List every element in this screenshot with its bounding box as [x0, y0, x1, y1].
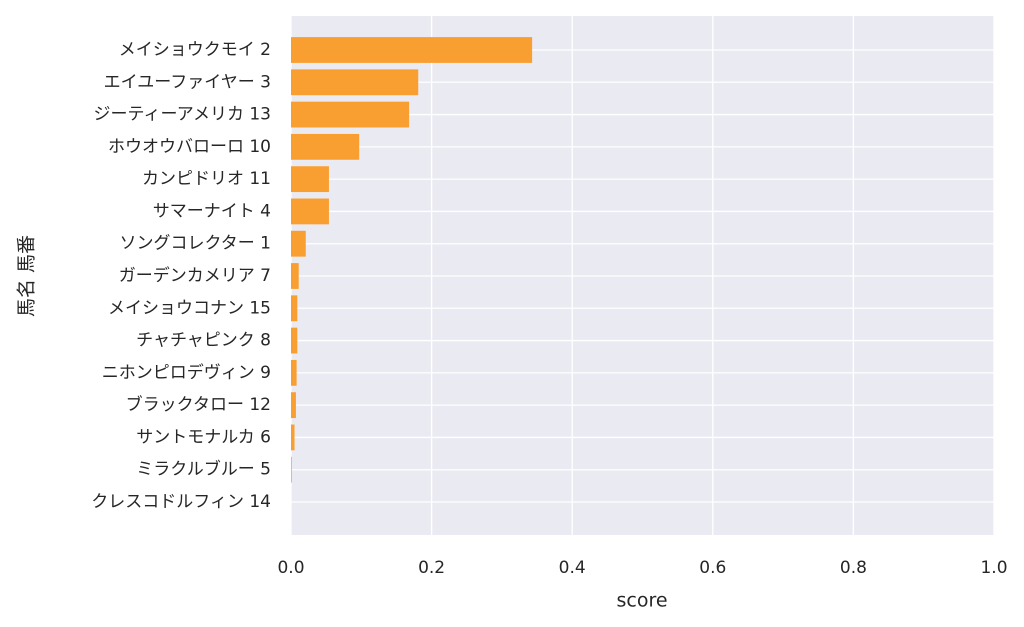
- bar: [291, 198, 329, 225]
- y-tick-label: ブラックタロー 12: [126, 394, 271, 415]
- y-tick-label: メイショウコナン 15: [108, 298, 271, 318]
- y-tick-label: サントモナルカ 6: [136, 427, 271, 447]
- y-tick-label: ソングコレクター 1: [119, 234, 271, 254]
- y-tick-label: ミラクルブルー 5: [136, 459, 271, 480]
- y-axis-label: 馬名 馬番: [16, 235, 38, 317]
- bar: [291, 295, 298, 322]
- y-tick-label: チャチャピンク 8: [136, 331, 271, 351]
- bar: [291, 37, 533, 63]
- bar: [291, 69, 419, 96]
- y-tick-label: エイユーファイヤー 3: [104, 72, 271, 92]
- y-tick-label: ホウオウバローロ 10: [108, 137, 271, 157]
- bar: [291, 327, 298, 354]
- bar: [291, 392, 296, 419]
- x-tick-label: 0.8: [840, 558, 867, 578]
- bar: [291, 166, 329, 193]
- x-tick-label: 1.0: [980, 558, 1007, 578]
- x-tick-label: 0.6: [699, 558, 726, 578]
- x-axis-label: score: [616, 590, 667, 612]
- y-tick-label: ジーティーアメリカ 13: [94, 105, 272, 125]
- bar: [291, 101, 410, 128]
- y-tick-label: メイショウクモイ 2: [119, 40, 271, 60]
- y-tick-label: クレスコドルフィン 14: [91, 492, 271, 512]
- bar: [291, 359, 297, 386]
- x-tick-label: 0.0: [277, 558, 304, 578]
- y-tick-label: ニホンピロデヴィン 9: [102, 362, 271, 383]
- bar: [291, 263, 299, 289]
- y-tick-label: カンピドリオ 11: [142, 169, 271, 189]
- bar: [291, 133, 360, 160]
- bar: [291, 424, 295, 451]
- bar: [291, 456, 292, 483]
- x-tick-label: 0.2: [418, 558, 445, 578]
- y-tick-label: ガーデンカメリア 7: [119, 265, 271, 286]
- x-tick-label: 0.4: [559, 558, 586, 578]
- bar: [291, 230, 306, 257]
- y-tick-label: サマーナイト 4: [153, 201, 271, 221]
